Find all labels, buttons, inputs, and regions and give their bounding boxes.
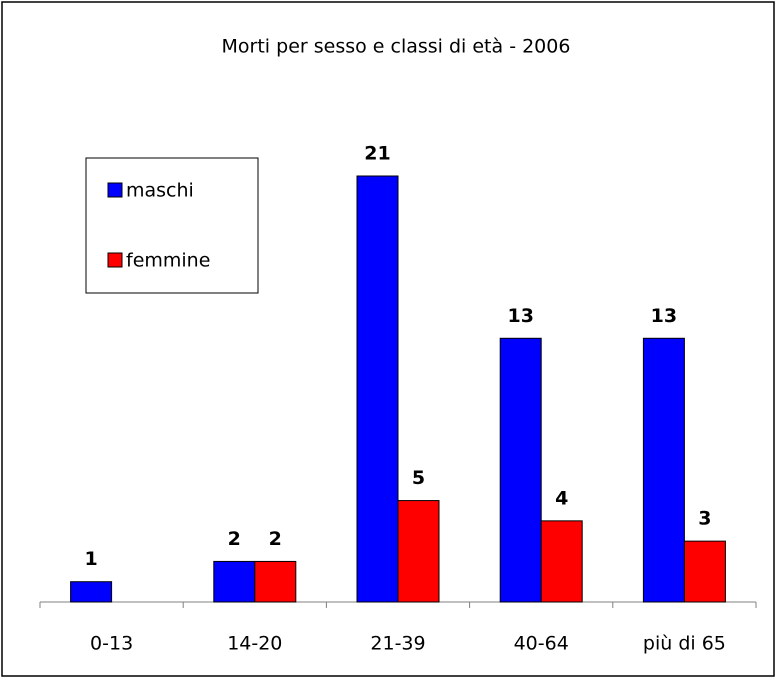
x-tick-label: 40-64 [514, 633, 569, 655]
data-label: 5 [412, 467, 425, 489]
bar [356, 175, 399, 603]
bar [642, 337, 685, 603]
data-label: 4 [555, 487, 568, 509]
bar [540, 520, 583, 603]
legend-label: femmine [126, 250, 210, 272]
data-label: 13 [651, 305, 677, 327]
legend-swatch [107, 182, 123, 198]
legend-box [85, 157, 259, 294]
bar [213, 560, 256, 603]
data-label: 1 [84, 548, 97, 570]
data-label: 3 [698, 508, 711, 530]
legend-swatch [107, 252, 123, 268]
x-tick-label: 0-13 [90, 633, 133, 655]
x-tick-label: 14-20 [227, 633, 282, 655]
data-label: 13 [507, 305, 533, 327]
bar [254, 560, 297, 603]
data-label: 21 [364, 143, 390, 165]
data-label: 2 [228, 528, 241, 550]
data-label: 2 [269, 528, 282, 550]
bar [683, 540, 726, 603]
legend-label: maschi [126, 180, 194, 202]
x-tick-label: 21-39 [370, 633, 425, 655]
bar [397, 500, 440, 603]
bar [499, 337, 542, 603]
chart-title: Morti per sesso e classi di età - 2006 [222, 36, 571, 58]
bar [70, 581, 113, 603]
x-tick-label: più di 65 [643, 633, 726, 655]
